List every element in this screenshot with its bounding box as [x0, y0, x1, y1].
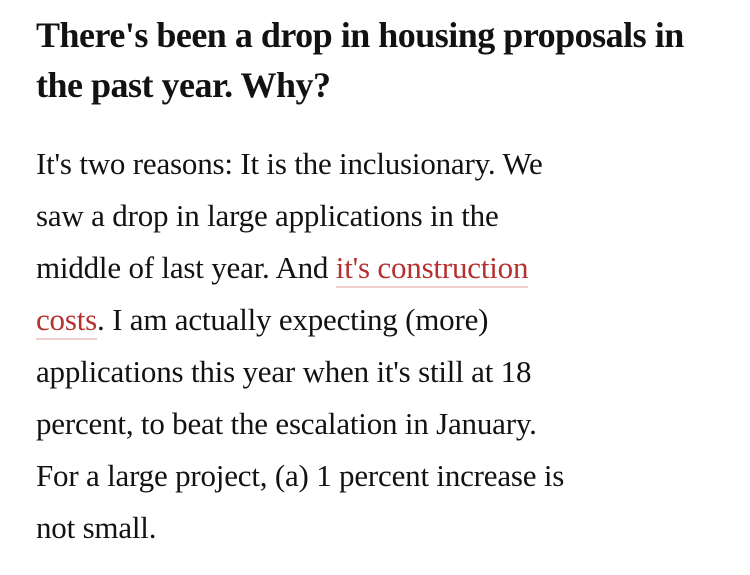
paragraph-text: For a large project, (a) 1 percent incre… [36, 458, 565, 493]
paragraph-line: It's two reasons: It is the inclusionary… [36, 138, 716, 190]
paragraph-text: not small. [36, 510, 157, 545]
paragraph-line: For a large project, (a) 1 percent incre… [36, 450, 716, 502]
paragraph-line: percent, to beat the escalation in Janua… [36, 398, 716, 450]
paragraph-text: It's two reasons: It is the inclusionary… [36, 146, 543, 181]
heading-line: the past year. Why? [36, 65, 331, 105]
paragraph-text: applications this year when it's still a… [36, 354, 532, 389]
heading-line: There's been a drop in housing proposals… [36, 15, 684, 55]
paragraph-text: . I am actually expecting (more) [97, 302, 489, 337]
question-heading: There's been a drop in housing proposals… [36, 10, 716, 110]
paragraph-line: middle of last year. And it's constructi… [36, 242, 716, 294]
paragraph-line: costs. I am actually expecting (more) [36, 294, 716, 346]
paragraph-text: middle of last year. And [36, 250, 336, 285]
construction-costs-link[interactable]: it's construction [335, 250, 528, 288]
paragraph-line: applications this year when it's still a… [36, 346, 716, 398]
paragraph-line: not small. [36, 502, 716, 554]
paragraph-text: saw a drop in large applications in the [36, 198, 499, 233]
construction-costs-link[interactable]: costs [36, 302, 97, 340]
paragraph-text: percent, to beat the escalation in Janua… [36, 406, 537, 441]
paragraph-line: saw a drop in large applications in the [36, 190, 716, 242]
answer-paragraph: It's two reasons: It is the inclusionary… [36, 138, 716, 554]
